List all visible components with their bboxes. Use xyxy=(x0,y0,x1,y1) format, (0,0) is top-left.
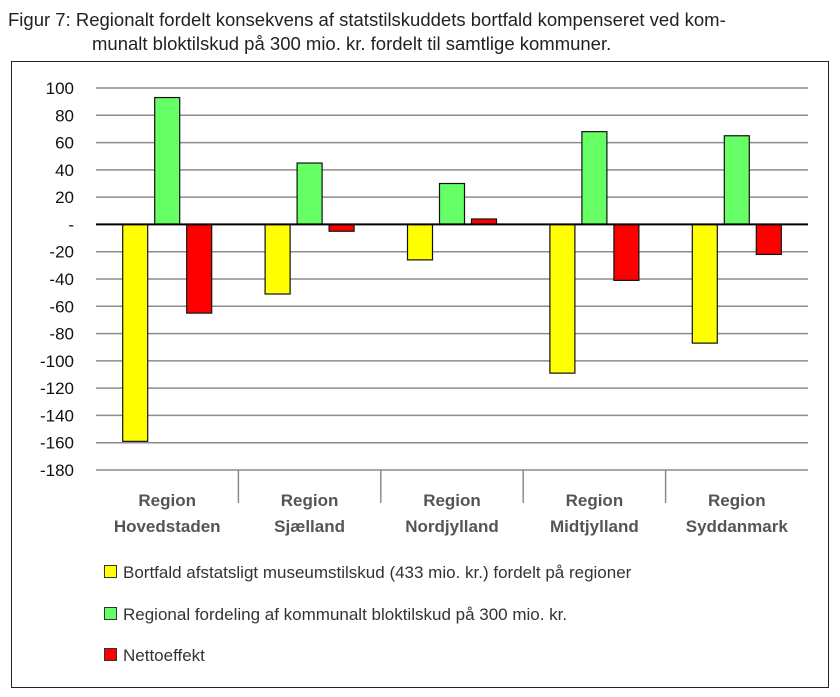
legend-swatch xyxy=(104,648,117,661)
y-tick-label: 100 xyxy=(46,79,74,98)
y-tick-label: -140 xyxy=(40,406,74,425)
legend-entry: Nettoeffekt xyxy=(104,646,205,666)
y-tick-label: 80 xyxy=(55,106,74,125)
y-tick-label: - xyxy=(68,215,74,234)
category-label: Region xyxy=(423,491,481,510)
bar xyxy=(296,162,323,226)
bar xyxy=(723,135,750,226)
category-label: Region xyxy=(138,491,196,510)
figure-title: Figur 7: Regionalt fordelt konsekvens af… xyxy=(0,8,840,56)
y-tick-label: 60 xyxy=(55,134,74,153)
legend-label: Regional fordeling af kommunalt bloktils… xyxy=(123,605,568,624)
bar xyxy=(691,223,718,344)
y-tick-label: -120 xyxy=(40,379,74,398)
bar xyxy=(581,131,608,226)
figure-title-line-2: munalt bloktilskud på 300 mio. kr. forde… xyxy=(92,33,612,54)
bar xyxy=(122,223,149,442)
bar xyxy=(328,223,355,232)
category-label: Region xyxy=(566,491,624,510)
y-tick-label: -60 xyxy=(49,297,74,316)
category-label: Midtjylland xyxy=(550,517,639,536)
bar xyxy=(264,223,291,295)
y-tick-label: -80 xyxy=(49,325,74,344)
legend-label: Bortfald afstatsligt museumstilskud (433… xyxy=(123,563,632,582)
category-label: Nordjylland xyxy=(405,517,499,536)
y-tick-label: 40 xyxy=(55,161,74,180)
category-label: Hovedstaden xyxy=(114,517,221,536)
bar xyxy=(406,223,434,261)
y-tick-label: 20 xyxy=(55,188,74,207)
chart-frame xyxy=(11,61,829,688)
bar xyxy=(549,223,576,374)
y-tick-label: -180 xyxy=(40,461,74,480)
y-tick-label: -40 xyxy=(49,270,74,289)
bar xyxy=(154,96,181,226)
category-label: Syddanmark xyxy=(686,517,789,536)
bar xyxy=(438,182,466,226)
legend-label: Nettoeffekt xyxy=(123,646,205,665)
legend-entry: Bortfald afstatsligt museumstilskud (433… xyxy=(104,563,631,583)
y-tick-label: -20 xyxy=(49,243,74,262)
legend-swatch xyxy=(104,565,117,578)
y-tick-label: -100 xyxy=(40,352,74,371)
y-tick-label: -160 xyxy=(40,434,74,453)
figure-title-line-1: Figur 7: Regionalt fordelt konsekvens af… xyxy=(8,9,726,30)
bar xyxy=(755,223,782,256)
legend-swatch xyxy=(104,607,117,620)
bar xyxy=(186,223,213,314)
category-label: Region xyxy=(281,491,339,510)
category-label: Region xyxy=(708,491,766,510)
category-label: Sjælland xyxy=(274,517,345,536)
legend-entry: Regional fordeling af kommunalt bloktils… xyxy=(104,605,567,625)
bar xyxy=(613,223,640,281)
